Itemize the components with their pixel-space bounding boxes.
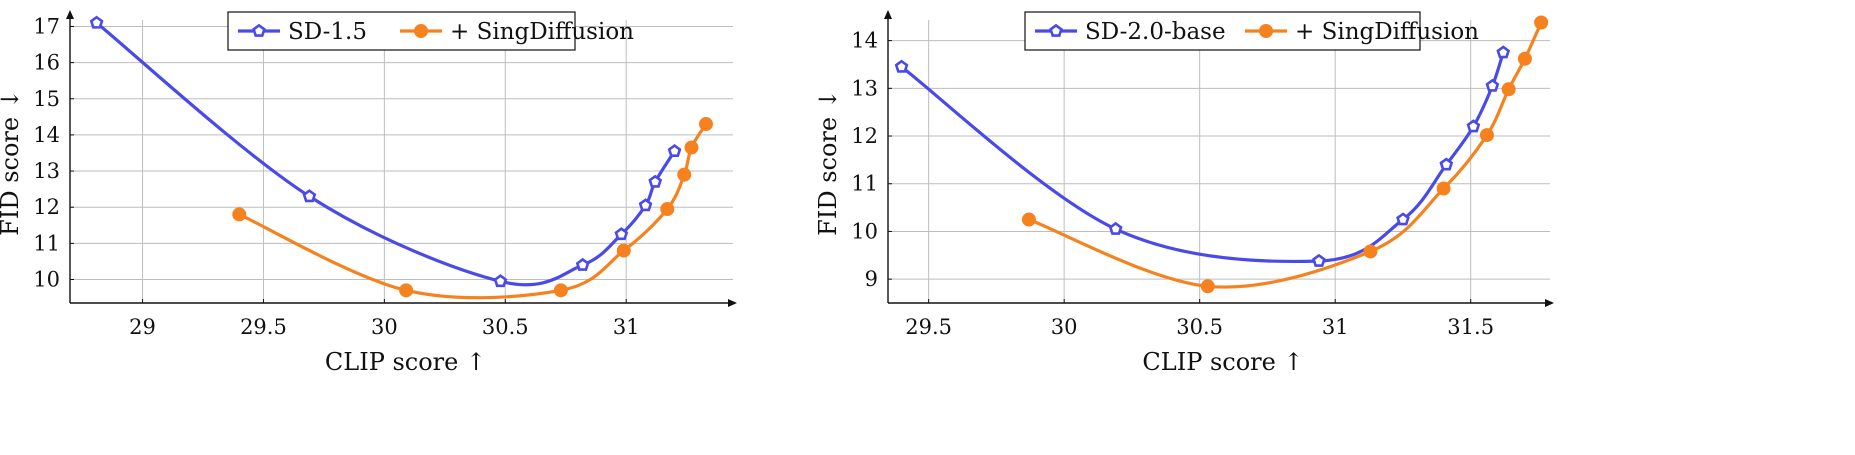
x-tick-label: 30	[1051, 315, 1078, 339]
legend-box	[1024, 11, 1421, 51]
data-point	[1436, 181, 1451, 196]
chart-panel-1: 29 29.5 30 30.5 31 10 11 12 13 14 15 16 17 CLIP score…	[0, 10, 737, 376]
y-axis-arrow	[884, 10, 892, 19]
y-axis-label: FID score ↓	[0, 89, 24, 236]
y-tick-label: 14	[33, 123, 60, 147]
x-tick-label: 31	[613, 315, 640, 339]
data-point	[894, 59, 909, 73]
legend: SD-1.5 + SingDiffusion	[227, 11, 634, 51]
series-singdiffusion	[232, 117, 713, 300]
data-point	[1363, 244, 1378, 259]
data-point	[89, 15, 104, 29]
data-point	[684, 140, 699, 155]
legend-label: SD-1.5	[288, 19, 367, 45]
legend-label: + SingDiffusion	[450, 19, 634, 45]
data-point	[660, 202, 675, 217]
series-line	[899, 50, 1505, 264]
data-point	[302, 189, 317, 203]
legend-label: SD-2.0-base	[1085, 19, 1226, 45]
series-line	[1027, 20, 1543, 289]
data-point	[493, 274, 508, 288]
y-axis-arrow	[66, 10, 74, 19]
data-point	[1501, 82, 1516, 97]
legend-label: + SingDiffusion	[1295, 19, 1479, 45]
chart-panel-2: 29.5 30 30.5 31 31.5 9 10 11 12 13 14 CLIP score ↑ F…	[814, 10, 1554, 376]
x-axis-label: CLIP score ↑	[1142, 348, 1303, 376]
data-point	[677, 167, 692, 182]
data-point	[1479, 128, 1494, 143]
y-tick-label: 9	[865, 267, 878, 291]
x-tick-label: 30.5	[482, 315, 529, 339]
data-point	[667, 143, 682, 157]
series-baseline	[89, 15, 682, 288]
x-tick-label: 29.5	[240, 315, 287, 339]
y-tick-label: 16	[33, 51, 60, 75]
legend: SD-2.0-base + SingDiffusion	[1024, 11, 1479, 51]
legend-marker	[414, 24, 428, 38]
data-point	[1312, 253, 1326, 267]
data-point	[399, 283, 414, 298]
x-axis-arrow	[728, 299, 737, 307]
series-baseline	[894, 45, 1511, 267]
x-tick-label: 29	[129, 315, 156, 339]
y-tick-label: 17	[33, 14, 60, 38]
series-line	[95, 21, 677, 287]
y-tick-label: 10	[33, 268, 60, 292]
y-tick-label: 14	[851, 29, 878, 53]
data-point	[1466, 119, 1481, 133]
y-tick-label: 12	[33, 195, 60, 219]
data-point	[553, 283, 568, 298]
y-tick-label: 12	[851, 124, 878, 148]
data-point	[1021, 212, 1036, 227]
data-point	[575, 257, 590, 271]
data-point	[1200, 279, 1215, 294]
legend-marker	[1049, 23, 1063, 37]
data-point	[1485, 78, 1500, 92]
x-tick-label: 31	[1322, 315, 1349, 339]
data-point	[1108, 221, 1123, 235]
data-point	[698, 117, 713, 132]
y-tick-label: 15	[33, 87, 60, 111]
x-tick-label: 31.5	[1447, 315, 1494, 339]
data-point	[1517, 51, 1532, 66]
y-axis-label: FID score ↓	[814, 89, 842, 236]
x-tick-label: 29.5	[905, 315, 952, 339]
x-axis-label: CLIP score ↑	[325, 348, 486, 376]
legend-marker	[252, 23, 266, 37]
y-tick-label: 11	[33, 231, 60, 255]
data-point	[648, 174, 663, 188]
legend-marker	[1259, 24, 1273, 38]
data-point	[614, 227, 629, 241]
data-point	[1439, 157, 1454, 171]
data-point	[1396, 212, 1410, 226]
data-point	[1496, 45, 1511, 59]
x-axis-arrow	[1545, 299, 1554, 307]
y-tick-label: 11	[851, 172, 878, 196]
data-point	[1534, 15, 1549, 30]
x-tick-label: 30	[371, 315, 398, 339]
data-point	[638, 198, 653, 212]
y-tick-label: 10	[851, 219, 878, 243]
x-tick-label: 30.5	[1176, 315, 1223, 339]
series-singdiffusion	[1021, 15, 1549, 294]
data-point	[616, 243, 631, 258]
y-tick-label: 13	[851, 76, 878, 100]
data-point	[232, 207, 247, 222]
y-tick-label: 13	[33, 159, 60, 183]
